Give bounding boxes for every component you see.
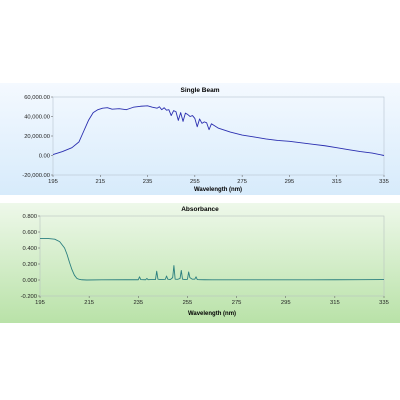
series-line [52,105,385,156]
x-tick-label: 335 [379,179,389,185]
x-tick-label: 275 [237,179,247,185]
y-tick-label: 0.600 [22,230,37,236]
single-beam-chart: Single Beam Wavelength (nm) 195 215 235 255… [0,83,400,195]
x-tick-label: 235 [133,300,143,306]
x-axis-label: Wavelength (nm) [194,187,242,193]
absorbance-chart: Absorbance Wavelength (nm) 195 215 235 255 2… [0,203,400,323]
x-tick-label: 235 [143,179,153,185]
series-line [40,237,385,281]
y-tick-label: 0.00 [39,154,50,160]
plot-frame [39,215,385,297]
x-tick-label: 195 [48,179,58,185]
x-tick-label: 255 [190,179,200,185]
y-tick-label: 60,000.00 [24,95,50,101]
y-tick-label: 0.000 [22,278,37,284]
chart-title: Absorbance [181,206,219,213]
panel-background [0,203,400,323]
y-tick-label: 0.800 [22,214,37,220]
y-tick-label: -20,000.00 [22,173,50,179]
y-tick-label: -0.200 [21,294,37,300]
x-tick-label: 215 [84,300,94,306]
x-tick-label: 335 [379,300,389,306]
y-tick-label: 40,000.00 [24,115,50,121]
x-tick-label: 255 [183,300,193,306]
x-tick-label: 275 [232,300,242,306]
y-tick-label: 0.400 [22,246,37,252]
x-axis-label: Wavelength (nm) [188,311,236,317]
x-tick-label: 295 [281,300,291,306]
x-tick-label: 195 [35,300,45,306]
x-tick-label: 295 [285,179,295,185]
y-tick-label: 20,000.00 [24,134,50,140]
chart-title: Single Beam [180,87,219,94]
x-tick-label: 315 [332,179,342,185]
panel-background [0,83,400,195]
y-tick-label: 0.200 [22,262,37,268]
x-tick-label: 315 [330,300,340,306]
x-tick-label: 215 [95,179,105,185]
